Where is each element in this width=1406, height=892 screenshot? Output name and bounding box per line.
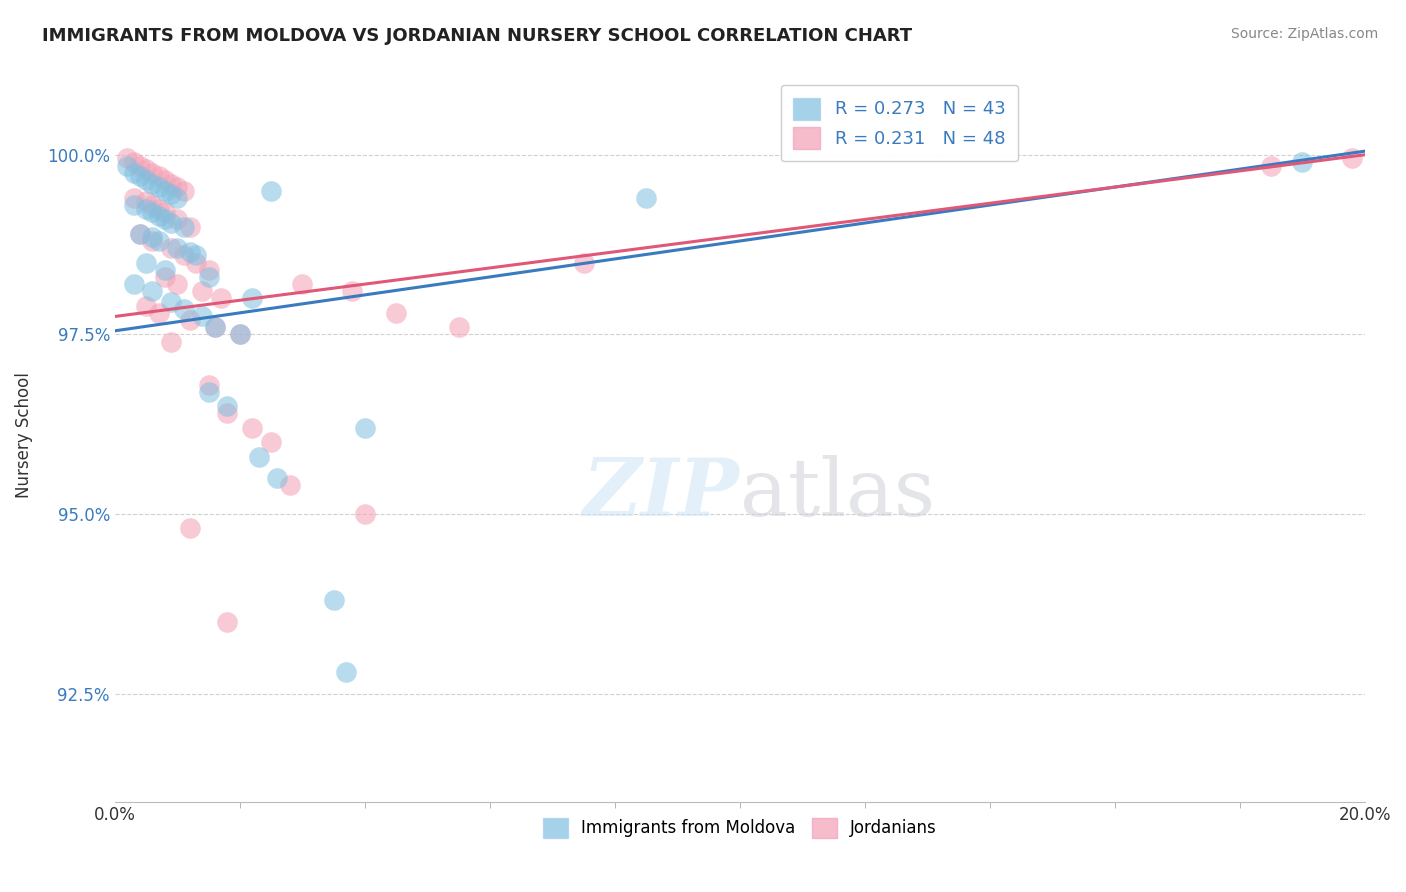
Point bbox=[160, 187, 183, 202]
Point bbox=[166, 191, 188, 205]
Point bbox=[141, 177, 163, 191]
Point bbox=[135, 173, 157, 187]
Point bbox=[153, 173, 176, 187]
Point bbox=[153, 269, 176, 284]
Point bbox=[153, 205, 176, 219]
Point bbox=[166, 180, 188, 194]
Point bbox=[148, 306, 170, 320]
Point bbox=[260, 184, 283, 198]
Point bbox=[634, 191, 657, 205]
Point bbox=[342, 285, 364, 299]
Point bbox=[173, 219, 195, 234]
Point bbox=[128, 169, 150, 184]
Point bbox=[166, 277, 188, 292]
Point bbox=[117, 159, 139, 173]
Point bbox=[447, 320, 470, 334]
Point bbox=[209, 292, 232, 306]
Point bbox=[179, 313, 201, 327]
Point bbox=[204, 320, 226, 334]
Point bbox=[197, 262, 219, 277]
Point bbox=[385, 306, 408, 320]
Point bbox=[240, 292, 263, 306]
Point bbox=[160, 177, 183, 191]
Point bbox=[266, 471, 288, 485]
Point bbox=[217, 407, 239, 421]
Point bbox=[141, 234, 163, 248]
Point bbox=[191, 285, 214, 299]
Point bbox=[128, 227, 150, 241]
Point bbox=[122, 198, 145, 212]
Point bbox=[179, 521, 201, 535]
Point bbox=[128, 227, 150, 241]
Point bbox=[197, 384, 219, 399]
Point bbox=[335, 665, 357, 680]
Point bbox=[184, 255, 207, 269]
Point bbox=[260, 435, 283, 450]
Y-axis label: Nursery School: Nursery School bbox=[15, 372, 32, 498]
Point bbox=[148, 202, 170, 216]
Point bbox=[148, 234, 170, 248]
Point bbox=[122, 277, 145, 292]
Point bbox=[160, 295, 183, 310]
Point bbox=[179, 219, 201, 234]
Point bbox=[278, 478, 301, 492]
Point bbox=[117, 152, 139, 166]
Point bbox=[229, 327, 252, 342]
Point bbox=[122, 166, 145, 180]
Point bbox=[122, 191, 145, 205]
Point bbox=[191, 310, 214, 324]
Point bbox=[229, 327, 252, 342]
Point bbox=[166, 241, 188, 255]
Text: ZIP: ZIP bbox=[583, 455, 740, 533]
Point bbox=[322, 593, 344, 607]
Point bbox=[184, 248, 207, 262]
Point bbox=[160, 241, 183, 255]
Point bbox=[197, 269, 219, 284]
Text: Source: ZipAtlas.com: Source: ZipAtlas.com bbox=[1230, 27, 1378, 41]
Point bbox=[173, 302, 195, 317]
Point bbox=[148, 169, 170, 184]
Legend: Immigrants from Moldova, Jordanians: Immigrants from Moldova, Jordanians bbox=[536, 811, 943, 845]
Point bbox=[204, 320, 226, 334]
Point bbox=[148, 209, 170, 223]
Point bbox=[141, 166, 163, 180]
Point bbox=[141, 230, 163, 244]
Point bbox=[1341, 152, 1364, 166]
Point bbox=[173, 248, 195, 262]
Point bbox=[135, 299, 157, 313]
Point bbox=[153, 184, 176, 198]
Point bbox=[153, 262, 176, 277]
Point bbox=[135, 255, 157, 269]
Point bbox=[141, 198, 163, 212]
Point bbox=[247, 450, 270, 464]
Point bbox=[1291, 155, 1313, 169]
Point bbox=[141, 205, 163, 219]
Point bbox=[1260, 159, 1282, 173]
Point bbox=[240, 421, 263, 435]
Point bbox=[153, 212, 176, 227]
Point bbox=[160, 216, 183, 230]
Text: atlas: atlas bbox=[740, 455, 935, 533]
Point bbox=[179, 244, 201, 259]
Point bbox=[135, 162, 157, 177]
Point bbox=[173, 184, 195, 198]
Point bbox=[135, 202, 157, 216]
Point bbox=[291, 277, 314, 292]
Point bbox=[128, 159, 150, 173]
Point bbox=[141, 285, 163, 299]
Point bbox=[217, 615, 239, 629]
Text: IMMIGRANTS FROM MOLDOVA VS JORDANIAN NURSERY SCHOOL CORRELATION CHART: IMMIGRANTS FROM MOLDOVA VS JORDANIAN NUR… bbox=[42, 27, 912, 45]
Point bbox=[160, 334, 183, 349]
Point bbox=[122, 155, 145, 169]
Point bbox=[572, 255, 595, 269]
Point bbox=[148, 180, 170, 194]
Point bbox=[166, 212, 188, 227]
Point bbox=[197, 377, 219, 392]
Point bbox=[135, 194, 157, 209]
Point bbox=[217, 399, 239, 413]
Point bbox=[353, 421, 375, 435]
Point bbox=[353, 507, 375, 521]
